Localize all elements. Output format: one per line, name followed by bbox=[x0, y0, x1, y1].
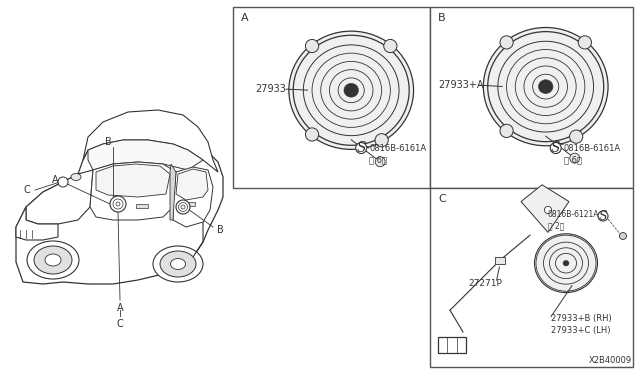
Circle shape bbox=[384, 39, 397, 52]
Text: C: C bbox=[116, 319, 124, 329]
Text: 0816B-6161A
〈 6〉: 0816B-6161A 〈 6〉 bbox=[369, 144, 426, 165]
Text: C: C bbox=[438, 194, 445, 204]
Ellipse shape bbox=[563, 260, 569, 266]
Circle shape bbox=[550, 142, 561, 154]
Ellipse shape bbox=[71, 173, 81, 180]
Ellipse shape bbox=[344, 83, 358, 97]
Bar bbox=[233, 7, 430, 188]
Circle shape bbox=[500, 124, 513, 138]
Circle shape bbox=[598, 211, 608, 221]
Polygon shape bbox=[16, 130, 223, 284]
Text: B: B bbox=[438, 13, 445, 23]
Polygon shape bbox=[26, 170, 93, 224]
Bar bbox=[438, 337, 466, 353]
Ellipse shape bbox=[27, 241, 79, 279]
Bar bbox=[186, 202, 195, 206]
Circle shape bbox=[110, 196, 126, 212]
Polygon shape bbox=[173, 167, 213, 227]
Circle shape bbox=[579, 36, 591, 49]
Polygon shape bbox=[170, 164, 176, 220]
Circle shape bbox=[375, 157, 385, 167]
Ellipse shape bbox=[153, 246, 203, 282]
Ellipse shape bbox=[45, 254, 61, 266]
Circle shape bbox=[356, 142, 367, 154]
Text: 0816B-6121A
〈 2〉: 0816B-6121A 〈 2〉 bbox=[548, 210, 600, 231]
Bar bbox=[136, 204, 148, 208]
Polygon shape bbox=[96, 164, 170, 197]
Text: S: S bbox=[356, 141, 366, 155]
Ellipse shape bbox=[534, 234, 598, 293]
Circle shape bbox=[570, 153, 580, 163]
Polygon shape bbox=[88, 140, 203, 170]
Text: 27933+A: 27933+A bbox=[438, 80, 483, 90]
Circle shape bbox=[545, 206, 552, 214]
Bar bbox=[495, 257, 505, 264]
Circle shape bbox=[570, 130, 583, 143]
Text: B: B bbox=[216, 225, 223, 235]
Circle shape bbox=[305, 39, 319, 52]
Text: C: C bbox=[24, 185, 30, 195]
Text: A: A bbox=[241, 13, 248, 23]
Ellipse shape bbox=[160, 251, 196, 277]
Ellipse shape bbox=[538, 80, 553, 93]
Circle shape bbox=[305, 128, 319, 141]
Bar bbox=[430, 188, 633, 367]
Text: X2B40009: X2B40009 bbox=[589, 356, 632, 365]
Ellipse shape bbox=[170, 259, 186, 269]
Text: 27933: 27933 bbox=[255, 84, 286, 94]
Polygon shape bbox=[83, 110, 218, 172]
Circle shape bbox=[176, 200, 190, 214]
Circle shape bbox=[375, 134, 388, 147]
Text: B: B bbox=[104, 137, 111, 147]
Polygon shape bbox=[176, 169, 208, 200]
Text: 27271P: 27271P bbox=[468, 279, 502, 288]
Text: A: A bbox=[52, 175, 58, 185]
Bar bbox=[430, 7, 633, 188]
Circle shape bbox=[500, 36, 513, 49]
Polygon shape bbox=[521, 185, 569, 232]
Text: 0816B-6161A
〈 6〉: 0816B-6161A 〈 6〉 bbox=[564, 144, 621, 165]
Text: A: A bbox=[116, 303, 124, 313]
Text: 27933+B (RH): 27933+B (RH) bbox=[551, 314, 612, 323]
Ellipse shape bbox=[483, 28, 608, 146]
Text: S: S bbox=[598, 209, 607, 222]
Polygon shape bbox=[16, 207, 58, 240]
Ellipse shape bbox=[34, 246, 72, 274]
Polygon shape bbox=[90, 162, 176, 220]
Circle shape bbox=[620, 232, 627, 240]
Ellipse shape bbox=[289, 31, 413, 150]
Circle shape bbox=[58, 177, 68, 187]
Text: S: S bbox=[551, 141, 561, 155]
Text: 27933+C (LH): 27933+C (LH) bbox=[551, 326, 611, 334]
